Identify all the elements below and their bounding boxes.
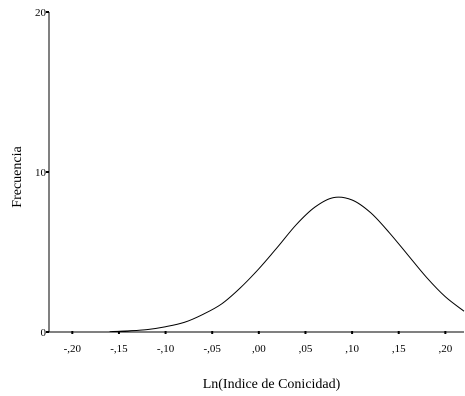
x-tick-label: -,15 <box>110 343 128 355</box>
x-tick-label: -,10 <box>157 343 175 355</box>
x-tick-label: ,00 <box>252 343 266 355</box>
x-tick-label: -,05 <box>203 343 221 355</box>
x-tick-label: ,05 <box>299 343 313 355</box>
x-tick-label: ,15 <box>392 343 406 355</box>
y-ticks: 0 10 20 <box>35 7 49 339</box>
y-tick-label: 0 <box>41 327 47 339</box>
x-axis-label: Ln(Indice de Conicidad) <box>203 377 341 392</box>
x-tick-label: ,10 <box>345 343 359 355</box>
series-group <box>109 196 465 333</box>
y-tick-label: 10 <box>35 167 47 179</box>
x-tick-label: -,20 <box>64 343 82 355</box>
x-tick-label: ,20 <box>438 343 452 355</box>
series-line <box>109 196 465 333</box>
plot-area: -,20 -,15 -,10 -,05 ,00 ,05 ,10 ,15 ,20 0 10 20 <box>35 7 465 355</box>
x-ticks: -,20 -,15 -,10 -,05 ,00 ,05 ,10 ,15 ,20 <box>64 331 453 355</box>
y-tick-label: 20 <box>35 7 47 19</box>
y-axis-label: Frecuencia <box>10 146 25 208</box>
